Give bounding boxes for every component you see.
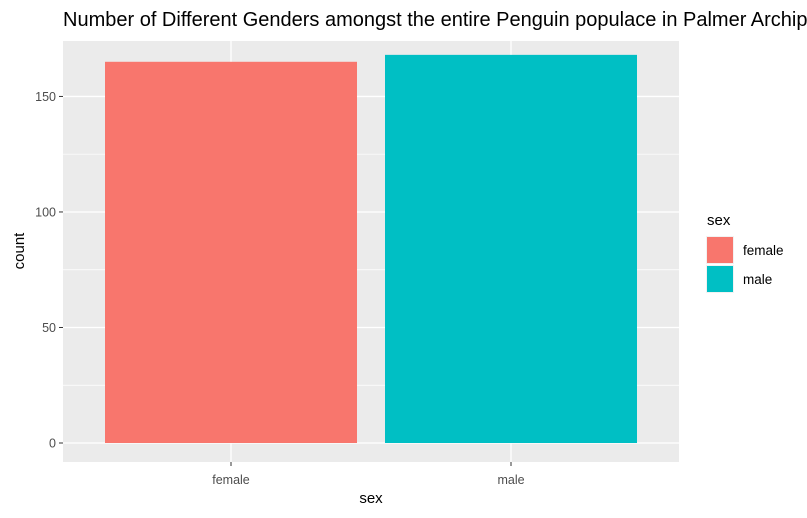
x-tick-label: male (497, 473, 524, 487)
y-tick-label: 50 (42, 321, 56, 335)
plot-panel (63, 41, 679, 462)
x-axis: female male (212, 462, 525, 487)
y-tick-label: 100 (35, 205, 56, 219)
legend-label-female: female (743, 243, 784, 258)
y-axis-title: count (11, 232, 28, 270)
y-tick-label: 150 (35, 90, 56, 104)
chart-title: Number of Different Genders amongst the … (63, 9, 807, 31)
legend: sex female male (706, 212, 784, 293)
y-axis: 0 50 100 150 (35, 90, 63, 451)
bar-male (385, 54, 637, 444)
legend-label-male: male (743, 272, 772, 287)
bar-female (105, 61, 357, 444)
legend-title: sex (707, 212, 731, 229)
x-axis-title: sex (359, 490, 383, 507)
bars (105, 54, 637, 444)
legend-key-female (707, 237, 733, 263)
y-tick-label: 0 (49, 437, 56, 451)
x-tick-label: female (212, 473, 250, 487)
legend-key-male (707, 266, 733, 292)
